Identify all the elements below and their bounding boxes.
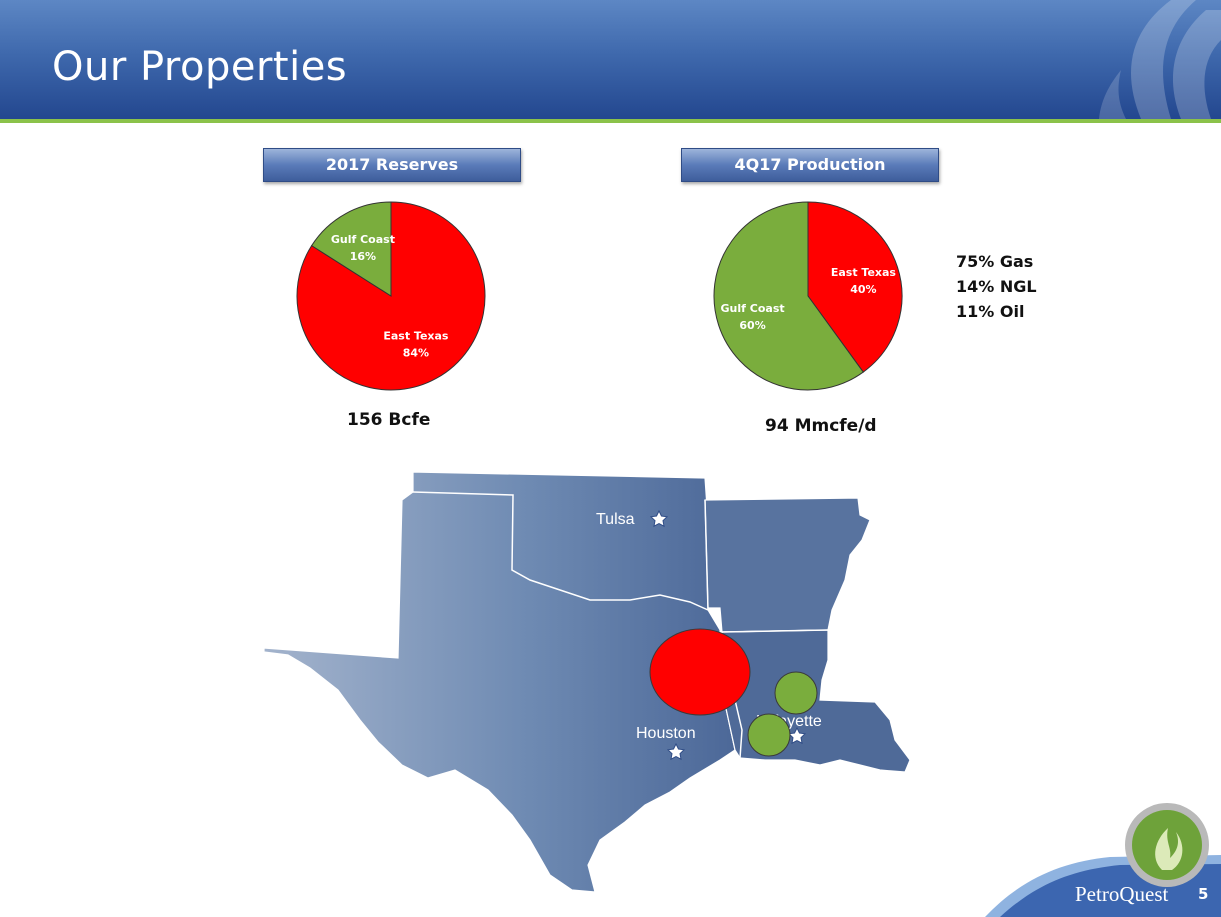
mix-oil: 11% Oil bbox=[956, 302, 1025, 321]
mix-gas: 75% Gas bbox=[956, 252, 1034, 271]
mix-ngl: 14% NGL bbox=[956, 277, 1037, 296]
production-pie-chart: East Texas 40% Gulf Coast 60% bbox=[713, 201, 903, 391]
petroquest-logo-icon bbox=[1125, 803, 1209, 887]
production-header: 4Q17 Production bbox=[681, 148, 939, 182]
pie-slice-percent: 84% bbox=[403, 346, 429, 359]
slide-header: Our Properties bbox=[0, 0, 1221, 119]
pie-slice-label: Gulf Coast bbox=[721, 302, 785, 315]
pie-slice-label: East Texas bbox=[383, 329, 449, 342]
page-title: Our Properties bbox=[52, 44, 348, 90]
pie-slice-label: Gulf Coast bbox=[331, 233, 395, 246]
pie-slice-percent: 16% bbox=[350, 250, 376, 263]
reserves-total: 156 Bcfe bbox=[347, 410, 431, 430]
region-map: Tulsa Houston Lafayette bbox=[263, 471, 911, 893]
reserves-header: 2017 Reserves bbox=[263, 148, 521, 182]
city-tulsa: Tulsa bbox=[596, 511, 635, 528]
arkansas-shape bbox=[704, 497, 871, 633]
city-houston: Houston bbox=[636, 725, 696, 742]
production-total: 94 Mmcfe/d bbox=[765, 416, 877, 436]
gulf-coast-marker-south bbox=[747, 713, 791, 757]
pie-slice-label: East Texas bbox=[831, 266, 897, 279]
flame-logo-watermark bbox=[1099, 0, 1221, 119]
header-divider bbox=[0, 119, 1221, 123]
production-mix: 75% Gas 14% NGL 11% Oil bbox=[956, 249, 1037, 324]
louisiana-shape bbox=[721, 629, 911, 773]
pie-slice-gulf-coast bbox=[310, 201, 392, 297]
page-number: 5 bbox=[1198, 885, 1209, 903]
east-texas-marker bbox=[649, 628, 751, 716]
gulf-coast-marker-north bbox=[774, 671, 818, 715]
reserves-pie-chart: East Texas 84% Gulf Coast 16% bbox=[296, 201, 486, 391]
tulsa-star-icon bbox=[649, 509, 669, 528]
houston-star-icon bbox=[666, 742, 686, 761]
lafayette-star-icon bbox=[787, 726, 807, 745]
pie-slice-gulf-coast bbox=[713, 201, 864, 391]
pie-slice-percent: 60% bbox=[739, 319, 765, 332]
pie-slice-east-texas bbox=[807, 201, 903, 373]
brand-name: PetroQuest bbox=[1075, 882, 1169, 906]
pie-slice-percent: 40% bbox=[850, 283, 876, 296]
